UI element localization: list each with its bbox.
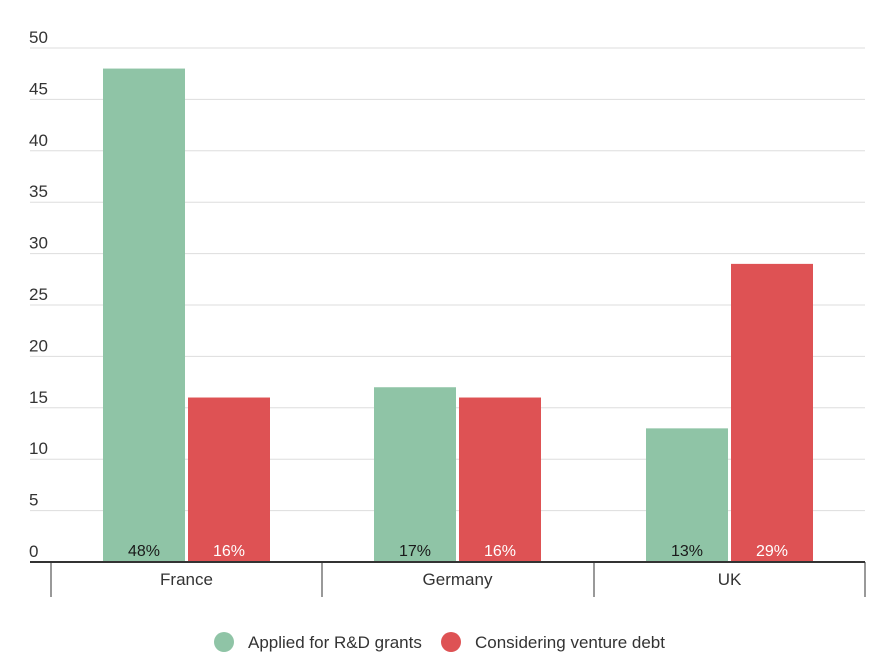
x-category-label: France	[160, 570, 213, 589]
x-category-label: UK	[718, 570, 742, 589]
y-tick-label: 50	[29, 28, 48, 47]
x-category-label: Germany	[423, 570, 493, 589]
bar-uk-series-2	[731, 263, 813, 562]
y-axis-tick-labels: 0 5 10 15 20 25 30 35 40 45 50	[29, 28, 48, 561]
category-labels: France Germany UK	[160, 570, 742, 589]
data-label: 48%	[128, 543, 160, 560]
y-tick-label: 10	[29, 439, 48, 458]
legend-label-series-2: Considering venture debt	[475, 633, 665, 652]
bars	[103, 68, 813, 562]
legend-marker-series-2	[441, 632, 461, 652]
bar-germany-series-2	[459, 397, 541, 562]
y-tick-label: 35	[29, 182, 48, 201]
data-labels: 48% 16% 17% 16% 13% 29%	[128, 543, 788, 560]
legend-label-series-1: Applied for R&D grants	[248, 633, 422, 652]
data-label: 16%	[213, 543, 245, 560]
y-tick-label: 15	[29, 388, 48, 407]
data-label: 17%	[399, 543, 431, 560]
data-label: 16%	[484, 543, 516, 560]
bar-france-series-2	[188, 397, 270, 562]
y-tick-label: 40	[29, 131, 48, 150]
y-tick-label: 5	[29, 491, 38, 510]
y-tick-label: 45	[29, 79, 48, 98]
data-label: 29%	[756, 543, 788, 560]
x-axis	[30, 561, 866, 597]
y-tick-label: 30	[29, 234, 48, 253]
legend: Applied for R&D grants Considering ventur…	[214, 632, 665, 652]
legend-marker-series-1	[214, 632, 234, 652]
bar-france-series-1	[103, 68, 185, 562]
y-tick-label: 20	[29, 336, 48, 355]
bar-uk-series-1	[646, 428, 728, 562]
data-label: 13%	[671, 543, 703, 560]
y-tick-label: 25	[29, 285, 48, 304]
y-tick-label: 0	[29, 542, 38, 561]
bar-germany-series-1	[374, 387, 456, 562]
